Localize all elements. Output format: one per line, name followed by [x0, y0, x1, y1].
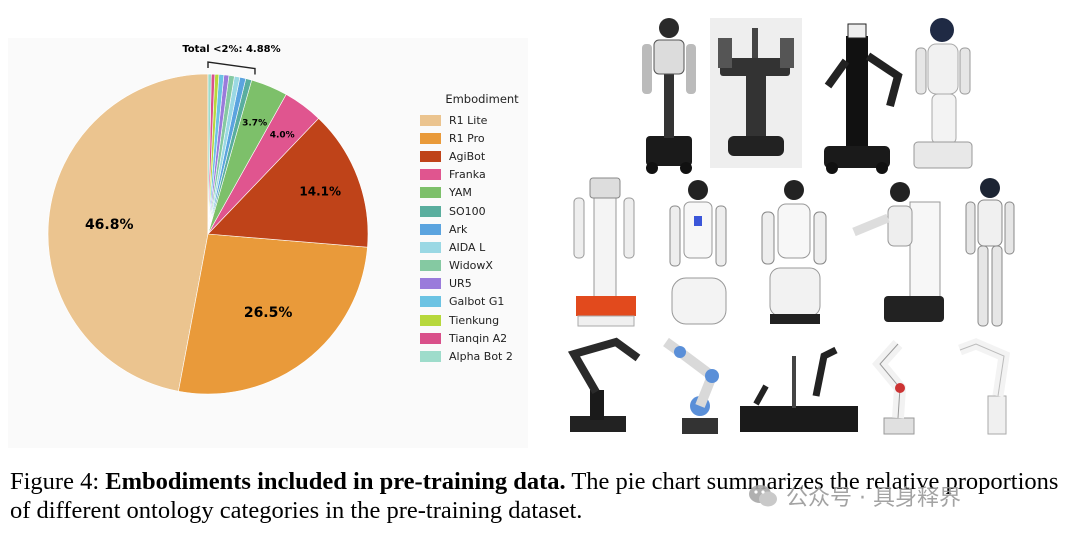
legend-label: WidowX [449, 259, 493, 273]
pie-chart: 46.8% 26.5% 14.1% 4.0%3.7% Total <2%: 4.88% [47, 44, 369, 395]
legend-label: Ark [449, 222, 468, 236]
legend-item: UR5 [420, 275, 538, 293]
legend-swatch [420, 351, 441, 363]
legend-item: R1 Pro [420, 129, 538, 147]
legend-items: R1 Lite R1 Pro AgiBot Franka YAM SO100 Ark AIDA… [420, 111, 538, 366]
pie-slice-alpha-bot-2 [207, 73, 212, 235]
legend-swatch [420, 132, 441, 144]
legend-title: Embodiment [445, 92, 519, 106]
legend-label: R1 Pro [449, 131, 485, 145]
legend-label: Galbot G1 [449, 295, 505, 309]
legend-item: AIDA L [420, 238, 538, 256]
pie-label-yam: 3.7% [242, 119, 267, 129]
robot-image-6 [669, 180, 727, 325]
legend-item: Galbot G1 [420, 293, 538, 311]
robot-image-10 [567, 337, 641, 432]
legend-swatch [420, 332, 441, 344]
pie-slice-r1-pro [178, 233, 368, 395]
watermark: 公众号 · 具身释界 [748, 480, 961, 512]
robot-image-11 [663, 337, 719, 434]
robot-collage [567, 18, 1015, 435]
pie-label-franka: 4.0% [270, 131, 295, 141]
legend-item: WidowX [420, 257, 538, 275]
small-slices-annotation: Total <2%: 4.88% [182, 44, 280, 55]
legend-label: UR5 [449, 277, 472, 291]
pie-label-agibot: 14.1% [299, 184, 341, 198]
legend-label: YAM [449, 186, 472, 200]
legend-label: Alpha Bot 2 [449, 350, 513, 364]
robot-image-14 [958, 338, 1011, 435]
legend-swatch [420, 187, 441, 199]
legend-label: R1 Lite [449, 113, 488, 127]
figure-caption: Figure 4: Embodiments included in pre-tr… [10, 467, 1078, 525]
pie-label-r1-lite: 46.8% [85, 217, 134, 233]
legend-item: R1 Lite [420, 111, 538, 129]
legend-label: AgiBot [449, 149, 486, 163]
robot-image-7 [761, 180, 827, 324]
caption-rest: The pie chart summarizes the relative pr… [10, 468, 1059, 524]
caption-prefix: Figure 4: [10, 468, 106, 495]
robot-image-13 [872, 339, 915, 435]
legend-item: Franka [420, 166, 538, 184]
pie-chart-panel: 46.8% 26.5% 14.1% 4.0% 3.7% Total <2%: 4.88% … [8, 38, 528, 448]
legend-swatch [420, 260, 441, 272]
watermark-text: 公众号 · 具身释界 [786, 486, 961, 511]
legend-swatch [420, 296, 441, 308]
robot-image-8 [852, 182, 944, 322]
legend: Embodiment R1 Lite R1 Pro AgiBot Franka YAM S… [420, 92, 538, 366]
wechat-icon [749, 485, 777, 507]
robot-image-9 [965, 178, 1015, 327]
legend-item: SO100 [420, 202, 538, 220]
legend-swatch [420, 169, 441, 181]
legend-swatch [420, 150, 441, 162]
pie-label-r1-pro: 26.5% [244, 305, 293, 321]
legend-label: Franka [449, 168, 486, 182]
robot-image-grid [548, 8, 1074, 448]
pie-slice-agibot [207, 117, 369, 248]
legend-item: Alpha Bot 2 [420, 347, 538, 365]
legend-swatch [420, 114, 441, 126]
robot-image-1 [642, 18, 696, 174]
robot-image-2 [710, 18, 802, 168]
robot-image-5 [573, 177, 636, 327]
legend-label: AIDA L [449, 240, 486, 254]
robot-image-3 [824, 23, 903, 174]
legend-item: AgiBot [420, 147, 538, 165]
pie-slice-r1-lite [47, 73, 209, 392]
legend-swatch [420, 223, 441, 235]
legend-item: Tianqin A2 [420, 329, 538, 347]
legend-swatch [420, 314, 441, 326]
legend-item: Ark [420, 220, 538, 238]
caption-bold: Embodiments included in pre-training dat… [105, 468, 566, 495]
legend-swatch [420, 241, 441, 253]
legend-label: SO100 [449, 204, 486, 218]
legend-swatch [420, 278, 441, 290]
legend-label: Tianqin A2 [449, 331, 508, 345]
legend-item: Tienkung [420, 311, 538, 329]
small-slices-bracket [207, 61, 256, 75]
legend-item: YAM [420, 184, 538, 202]
legend-label: Tienkung [449, 313, 500, 327]
robot-image-4 [913, 18, 973, 169]
legend-swatch [420, 205, 441, 217]
robot-image-12 [740, 346, 858, 432]
